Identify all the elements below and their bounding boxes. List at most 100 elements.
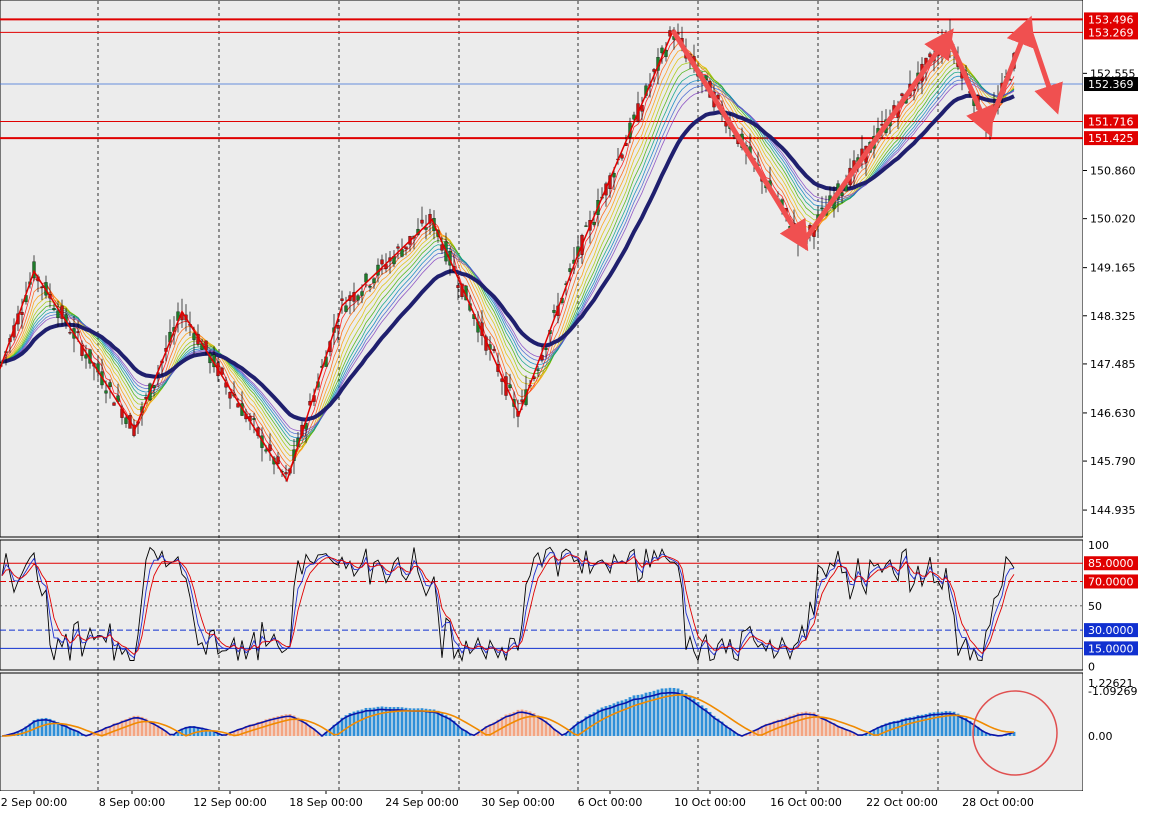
macd-tick-label: 1.22621 xyxy=(1088,677,1134,690)
macd-histogram-bar xyxy=(296,717,300,736)
macd-histogram-bar xyxy=(760,725,764,736)
macd-histogram-bar xyxy=(324,732,328,736)
macd-histogram-bar xyxy=(60,723,64,736)
date-label: 10 Oct 00:00 xyxy=(674,796,746,809)
macd-histogram-bar xyxy=(156,725,160,736)
macd-histogram-bar xyxy=(128,717,132,736)
macd-histogram-bar xyxy=(500,717,504,736)
ribbon-ma-line xyxy=(1,82,1015,432)
macd-histogram-bar xyxy=(492,722,496,736)
macd-histogram-bar xyxy=(980,730,984,736)
macd-histogram-bar xyxy=(340,717,344,736)
signal-line xyxy=(1,693,1014,737)
ribbon-ma-line xyxy=(1,49,1015,462)
trend-arrow xyxy=(800,28,954,245)
candle xyxy=(264,449,268,452)
macd-histogram-bar xyxy=(832,722,836,736)
macd-histogram-bar xyxy=(768,722,772,736)
macd-histogram-bar xyxy=(48,718,52,736)
macd-histogram-bar xyxy=(672,687,676,736)
stoch-tick-label: 50 xyxy=(1088,600,1102,613)
trend-arrow xyxy=(945,35,994,138)
macd-histogram-bar xyxy=(184,726,188,736)
macd-histogram-bar xyxy=(688,695,692,736)
macd-histogram-bar xyxy=(720,721,724,736)
macd-histogram-bar xyxy=(936,711,940,736)
level-tag-text: 153.496 xyxy=(1088,13,1134,26)
main-panel[interactable] xyxy=(0,0,1084,538)
macd-histogram-bar xyxy=(236,729,240,736)
macd-histogram-bar xyxy=(876,726,880,736)
stoch-level-text: 30.0000 xyxy=(1088,624,1134,637)
y-tick-label: 147.485 xyxy=(1090,358,1136,371)
macd-histogram-bar xyxy=(68,727,72,736)
candle xyxy=(396,246,400,249)
macd-histogram-bar xyxy=(232,731,236,736)
candle xyxy=(428,214,432,224)
candle xyxy=(520,399,524,402)
candle xyxy=(192,333,196,340)
candle xyxy=(660,47,664,54)
candle xyxy=(440,244,444,251)
macd-histogram-bar xyxy=(712,715,716,736)
macd-histogram-bar xyxy=(588,714,592,736)
macd-histogram-bar xyxy=(676,688,680,736)
macd-histogram-bar xyxy=(188,726,192,736)
ribbon-ma-line xyxy=(1,43,1015,468)
stoch-signal-line xyxy=(1,554,1015,656)
macd-histogram-bar xyxy=(292,715,296,736)
macd-histogram-bar xyxy=(132,715,136,736)
macd-histogram-bar xyxy=(332,724,336,736)
macd-histogram-bar xyxy=(956,713,960,736)
macd-histogram-bar xyxy=(728,728,732,736)
macd-histogram-bar xyxy=(260,720,264,736)
macd-histogram-bar xyxy=(664,688,668,736)
macd-histogram-bar xyxy=(864,733,868,736)
stoch-level-tag xyxy=(1084,623,1138,638)
macd-histogram-bar xyxy=(364,707,368,736)
macd-histogram-bar xyxy=(208,729,212,736)
macd-histogram-bar xyxy=(524,710,528,736)
current-price-tag xyxy=(1084,77,1138,92)
candle xyxy=(68,332,72,334)
date-label: 16 Oct 00:00 xyxy=(770,796,842,809)
stoch-tick-label: 0 xyxy=(1088,661,1095,674)
date-label: 18 Sep 00:00 xyxy=(289,796,362,809)
macd-histogram-bar xyxy=(344,715,348,736)
macd-histogram-bar xyxy=(420,708,424,736)
macd-histogram-bar xyxy=(528,711,532,736)
macd-histogram-bar xyxy=(820,716,824,736)
date-label: 6 Oct 00:00 xyxy=(578,796,643,809)
macd-histogram-bar xyxy=(928,712,932,736)
macd-histogram-bar xyxy=(164,730,168,736)
candle xyxy=(508,384,512,389)
macd-histogram-bar xyxy=(388,706,392,736)
macd-histogram-bar xyxy=(424,708,428,736)
macd-histogram-bar xyxy=(108,725,112,736)
y-tick-label: 152.555 xyxy=(1090,67,1136,80)
macd-histogram-bar xyxy=(620,700,624,736)
macd-histogram-bar xyxy=(584,716,588,736)
candle xyxy=(536,369,540,371)
candle xyxy=(552,310,556,313)
macd-histogram-bar xyxy=(564,733,568,736)
candle xyxy=(104,390,108,394)
macd-histogram-bar xyxy=(684,692,688,736)
macd-histogram-bar xyxy=(716,718,720,736)
macd-histogram-bar xyxy=(888,722,892,736)
macd-histogram-bar xyxy=(1012,731,1016,736)
macd-histogram-bar xyxy=(216,733,220,736)
candle xyxy=(268,444,272,451)
macd-histogram-bar xyxy=(204,728,208,736)
macd-histogram-bar xyxy=(384,706,388,736)
macd-histogram-bar xyxy=(488,724,492,736)
macd-histogram-bar xyxy=(1008,733,1012,736)
macd-histogram-bar xyxy=(52,720,56,736)
stoch-panel[interactable] xyxy=(0,539,1084,671)
macd-histogram-bar xyxy=(28,723,32,736)
macd-histogram-bar xyxy=(724,725,728,736)
y-tick-label: 150.860 xyxy=(1090,164,1136,177)
macd-histogram-bar xyxy=(604,706,608,736)
candle xyxy=(132,424,136,436)
